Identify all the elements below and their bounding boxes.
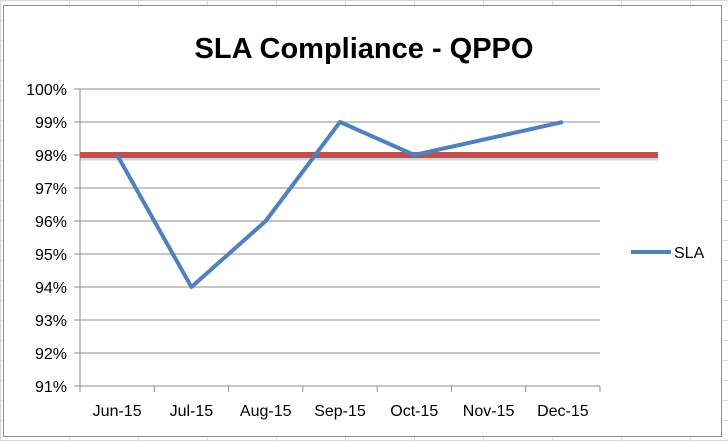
y-tick-label: 93% — [35, 313, 67, 330]
x-tick-label: Oct-15 — [390, 403, 438, 420]
series-line-sla — [115, 120, 564, 289]
x-tick-label: Nov-15 — [463, 403, 515, 420]
x-tick-label: Aug-15 — [240, 403, 292, 420]
legend-label: SLA — [674, 245, 705, 262]
y-tick-label: 97% — [35, 181, 67, 198]
y-tick-label: 91% — [35, 379, 67, 396]
y-tick-label: 92% — [35, 346, 67, 363]
y-tick-label: 99% — [35, 115, 67, 132]
x-tick-label: Jul-15 — [170, 403, 214, 420]
y-tick-label: 98% — [35, 148, 67, 165]
chart-title: SLA Compliance - QPPO — [195, 33, 534, 65]
x-tick-label: Sep-15 — [314, 403, 366, 420]
x-tick-label: Jun-15 — [93, 403, 142, 420]
x-tick-label: Dec-15 — [537, 403, 589, 420]
y-tick-label: 100% — [26, 82, 67, 99]
y-tick-label: 95% — [35, 247, 67, 264]
y-tick-label: 96% — [35, 214, 67, 231]
y-tick-label: 94% — [35, 280, 67, 297]
